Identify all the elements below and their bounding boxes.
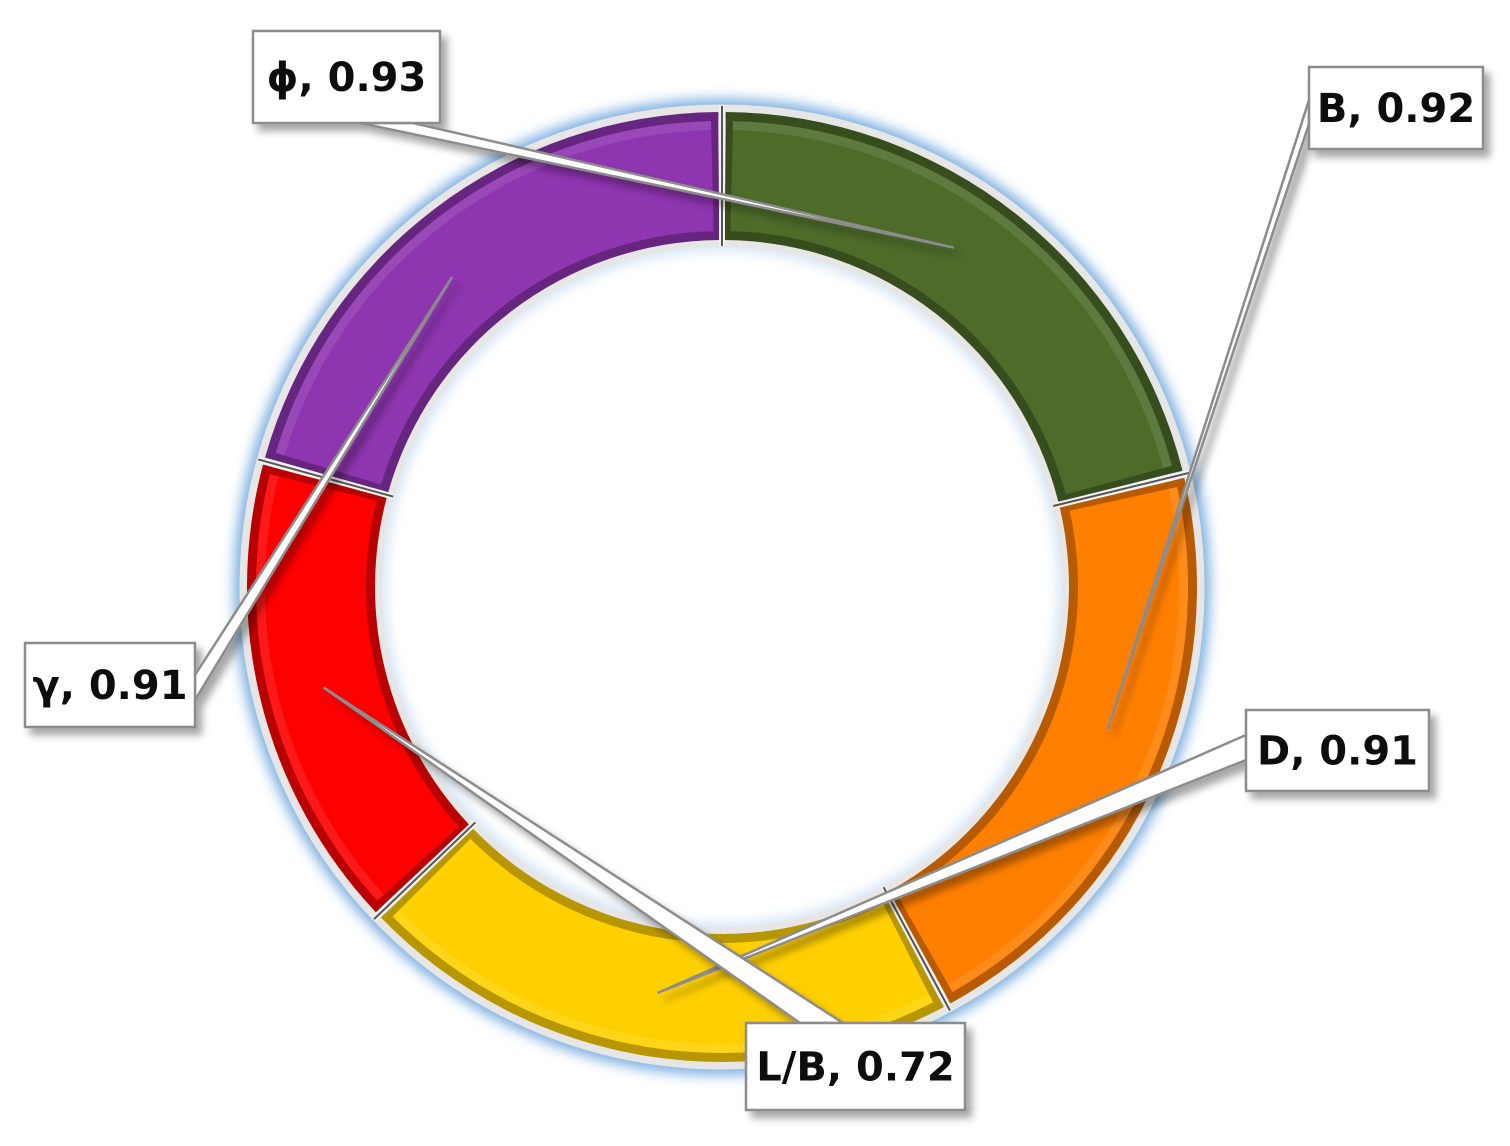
data-label-2: B, 0.92 (1106, 65, 1485, 730)
slice-separator-edge (1053, 471, 1190, 508)
label-layer: ϕ, 0.93 B, 0.92 D, 0.91 L/B, 0.72 γ, 0.91 (23, 29, 1485, 1112)
ring-inner-glow (375, 240, 1069, 934)
slice-separator-edge (373, 821, 477, 920)
slice-2 (888, 477, 1197, 1004)
slice-separator-edge (882, 886, 951, 1012)
callout-box (251, 29, 442, 125)
slice-face (730, 121, 1172, 495)
callout-box (23, 641, 197, 729)
slice-highlight (275, 121, 712, 456)
slice-face (275, 121, 714, 485)
data-label-text: L/B, 0.72 (756, 1045, 954, 1091)
data-label-3: D, 0.91 (657, 708, 1431, 995)
ring-inner-rim (374, 239, 1070, 935)
slice-highlight (948, 487, 1188, 993)
slice-highlight (732, 121, 1172, 469)
data-label-text: B, 0.92 (1317, 86, 1475, 132)
data-label-4: L/B, 0.72 (322, 686, 967, 1112)
callout-box (1244, 708, 1431, 793)
callout-box (1307, 65, 1485, 151)
data-label-text: D, 0.91 (1257, 729, 1418, 775)
data-label-1: ϕ, 0.93 (251, 29, 955, 249)
slice-4 (246, 464, 470, 913)
data-label-text: ϕ, 0.93 (267, 55, 427, 101)
slice-face (392, 838, 934, 1053)
ring-layer (235, 100, 1209, 1074)
data-label-text: γ, 0.91 (32, 663, 187, 709)
slice-highlight (255, 474, 385, 901)
callout-box (744, 1021, 967, 1112)
slice-1 (724, 112, 1183, 502)
data-label-5: γ, 0.91 (23, 276, 454, 729)
